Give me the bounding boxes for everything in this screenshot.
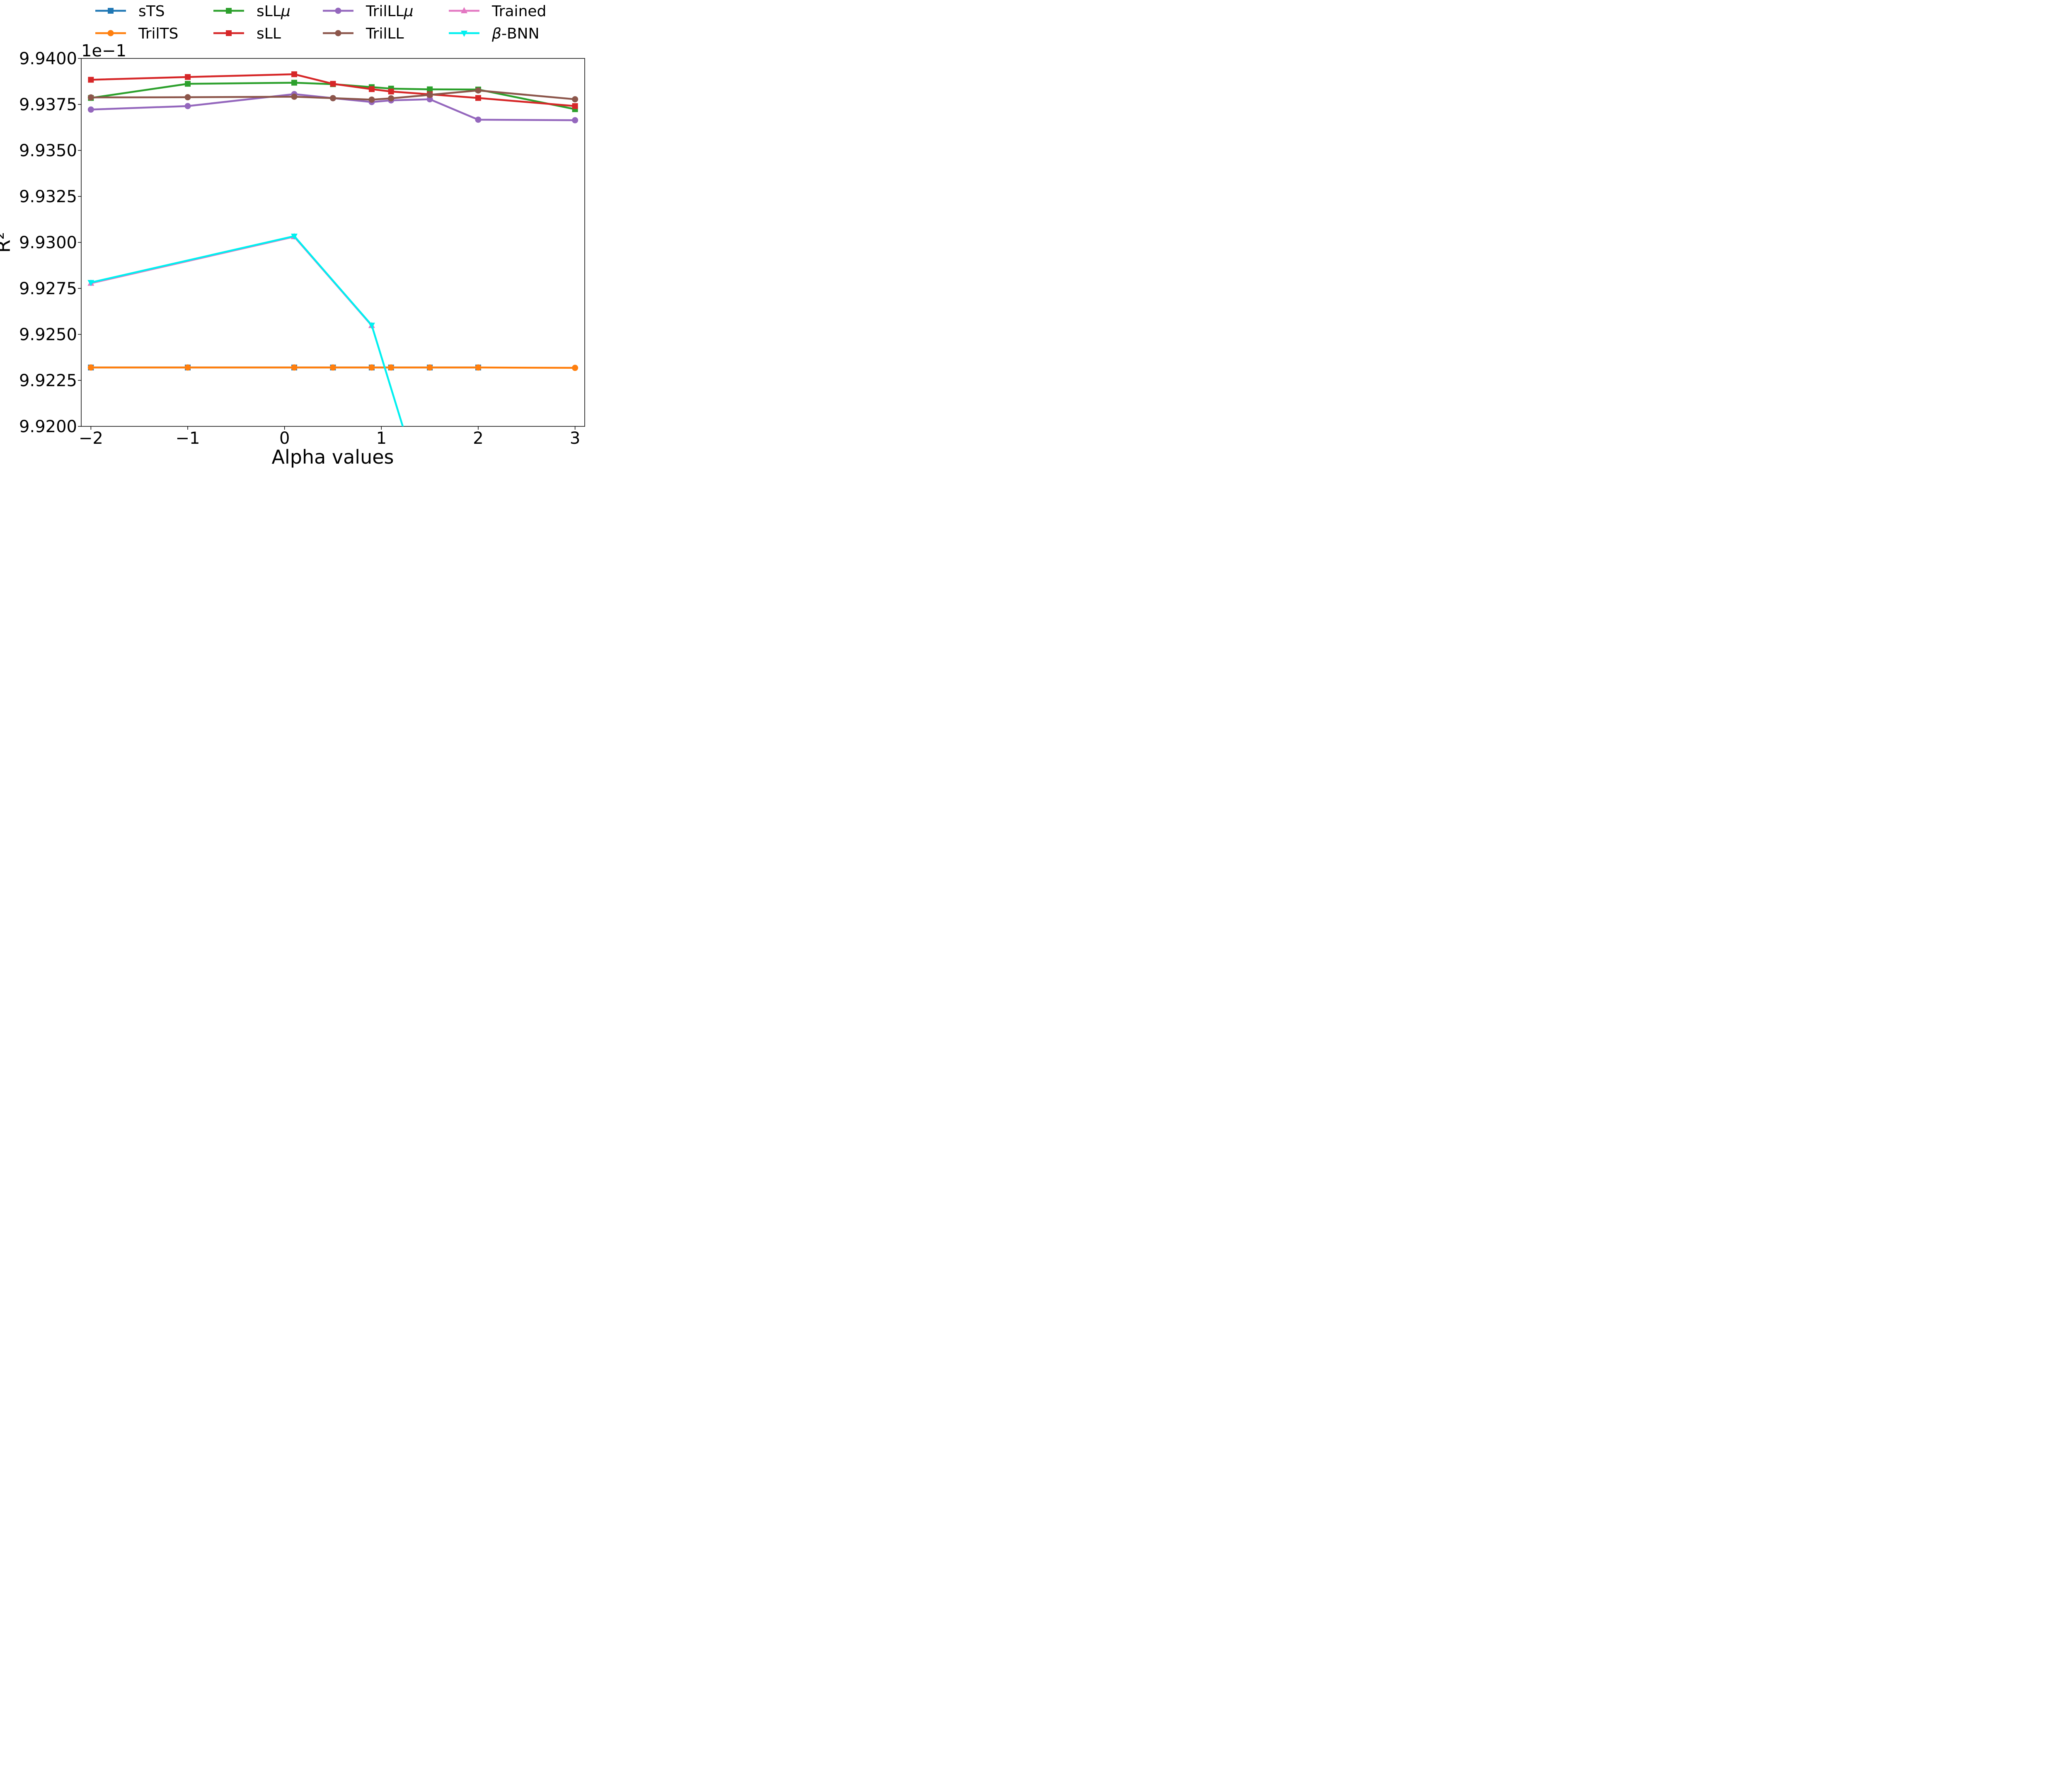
series-trilll <box>87 87 579 103</box>
data-point <box>475 364 482 371</box>
data-point <box>87 364 94 371</box>
series-layer <box>87 71 579 426</box>
legend: sTS TrilTS sLLμ sLL TrilLLμ TrilLL Trained β-BN… <box>95 3 546 42</box>
data-point <box>330 81 336 87</box>
data-point <box>427 86 433 92</box>
data-point <box>87 94 94 101</box>
data-point <box>426 364 433 371</box>
series-trilts <box>87 364 579 371</box>
x-axis: −2 −1 0 1 2 3 <box>79 426 580 448</box>
y-tick-label: 9.9225 <box>19 371 77 390</box>
legend-label: sLLμ <box>257 3 290 20</box>
y-tick-label: 9.9300 <box>19 233 77 252</box>
data-point <box>572 117 579 123</box>
data-point <box>475 87 482 94</box>
data-point <box>388 88 394 94</box>
data-point <box>368 96 375 103</box>
legend-item-sts: sTS <box>95 3 165 20</box>
data-point <box>291 233 298 240</box>
x-tick-label: 3 <box>570 429 580 448</box>
y-tick-label: 9.9275 <box>19 279 77 298</box>
data-point <box>291 71 298 77</box>
data-point <box>88 77 94 83</box>
data-point <box>330 364 336 371</box>
legend-item-sll: sLLμ <box>213 3 290 20</box>
legend-label: β-BNN <box>491 25 540 42</box>
data-point <box>185 74 191 80</box>
data-point <box>87 106 94 113</box>
data-point <box>185 81 191 87</box>
legend-marker <box>461 31 467 37</box>
legend-marker <box>335 7 341 14</box>
y-axis: 9.9200 9.9225 9.9250 9.9275 9.9300 9.9325 9.93… <box>19 49 81 436</box>
y-tick-label: 9.9375 <box>19 95 77 114</box>
legend-item-sll: sLL <box>213 25 281 42</box>
data-point <box>388 364 395 371</box>
data-point <box>572 96 579 103</box>
series-sll <box>88 71 578 109</box>
legend-marker <box>226 30 232 36</box>
data-point <box>87 280 94 286</box>
legend-item-bnn: β-BNN <box>449 25 540 42</box>
data-point <box>291 80 298 86</box>
y-tick-label: 9.9400 <box>19 49 77 68</box>
data-point <box>426 96 433 103</box>
plot-area <box>81 58 585 427</box>
legend-marker <box>226 8 232 14</box>
y-tick-label: 9.9325 <box>19 187 77 206</box>
data-point <box>388 95 395 102</box>
data-point <box>475 116 482 123</box>
x-tick-label: 1 <box>376 429 387 448</box>
legend-item-trained: Trained <box>449 3 546 20</box>
x-tick-label: −2 <box>79 429 103 448</box>
y-axis-title: R² <box>0 232 15 253</box>
legend-label: Trained <box>491 3 546 20</box>
legend-marker <box>107 30 114 36</box>
y-tick-label: 9.9250 <box>19 325 77 344</box>
data-point <box>368 322 375 329</box>
data-point <box>368 86 375 92</box>
data-point <box>291 93 298 100</box>
x-tick-label: 2 <box>473 429 483 448</box>
data-point <box>572 103 578 109</box>
series-line-bnn <box>90 235 404 426</box>
x-axis-title: Alpha values <box>271 446 394 468</box>
legend-item-trilll: TrilLL <box>323 25 404 42</box>
legend-marker <box>108 8 114 14</box>
legend-item-trilts: TrilTS <box>95 25 178 42</box>
series-bnn <box>87 233 404 426</box>
y-offset-text: 1e−1 <box>81 41 126 60</box>
legend-label: sLL <box>257 25 281 42</box>
legend-label: TrilTS <box>138 25 178 42</box>
data-point <box>426 92 433 98</box>
data-point <box>475 95 481 101</box>
data-point <box>184 364 191 371</box>
data-point <box>330 95 336 102</box>
plot-frame <box>81 58 585 427</box>
data-point <box>291 364 298 371</box>
x-tick-label: 0 <box>279 429 290 448</box>
y-tick-label: 9.9200 <box>19 417 77 436</box>
legend-label: sTS <box>138 3 165 20</box>
chart: −2 −1 0 1 2 3 9.92009.92259.92509.92759.93009… <box>0 3 585 468</box>
legend-marker <box>461 7 467 13</box>
legend-item-trilll: TrilLLμ <box>323 3 414 20</box>
legend-label: TrilLL <box>366 25 404 42</box>
data-point <box>368 364 375 371</box>
data-point <box>184 94 191 101</box>
legend-marker <box>335 30 341 36</box>
legend-label: TrilLLμ <box>366 3 414 20</box>
data-point <box>572 365 579 371</box>
x-tick-label: −1 <box>176 429 200 448</box>
series-line-sll <box>91 73 575 107</box>
data-point <box>184 103 191 109</box>
y-tick-label: 9.9350 <box>19 141 77 160</box>
